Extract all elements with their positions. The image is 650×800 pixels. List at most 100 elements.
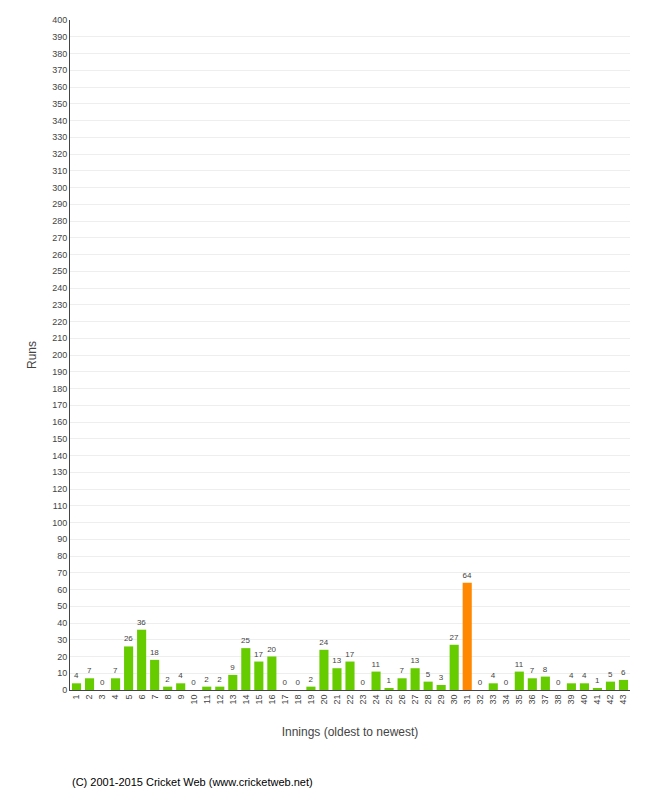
- svg-text:2: 2: [217, 675, 222, 684]
- svg-text:240: 240: [52, 283, 67, 293]
- svg-text:7: 7: [113, 666, 118, 675]
- svg-text:170: 170: [52, 400, 67, 410]
- svg-text:160: 160: [52, 417, 67, 427]
- svg-text:100: 100: [52, 518, 67, 528]
- svg-text:2: 2: [165, 675, 170, 684]
- svg-text:5: 5: [608, 670, 613, 679]
- svg-text:20: 20: [319, 695, 329, 705]
- svg-text:30: 30: [449, 695, 459, 705]
- svg-text:0: 0: [100, 678, 105, 687]
- svg-text:200: 200: [52, 350, 67, 360]
- svg-text:2: 2: [84, 695, 94, 700]
- svg-text:13: 13: [332, 656, 341, 665]
- svg-text:17: 17: [345, 650, 354, 659]
- svg-text:21: 21: [332, 695, 342, 705]
- svg-text:34: 34: [501, 695, 511, 705]
- svg-text:11: 11: [515, 660, 524, 669]
- svg-text:280: 280: [52, 216, 67, 226]
- svg-text:4: 4: [582, 671, 587, 680]
- svg-text:24: 24: [371, 695, 381, 705]
- svg-text:1: 1: [387, 676, 392, 685]
- svg-text:0: 0: [191, 678, 196, 687]
- svg-text:330: 330: [52, 132, 67, 142]
- svg-text:(C) 2001-2015 Cricket Web (www: (C) 2001-2015 Cricket Web (www.cricketwe…: [72, 776, 313, 788]
- svg-text:12: 12: [215, 695, 225, 705]
- svg-text:4: 4: [178, 671, 183, 680]
- svg-text:10: 10: [189, 695, 199, 705]
- svg-text:370: 370: [52, 65, 67, 75]
- svg-text:0: 0: [295, 678, 300, 687]
- svg-text:360: 360: [52, 82, 67, 92]
- svg-text:13: 13: [410, 656, 419, 665]
- svg-text:6: 6: [137, 695, 147, 700]
- svg-text:80: 80: [57, 551, 67, 561]
- svg-text:150: 150: [52, 434, 67, 444]
- svg-text:4: 4: [111, 695, 121, 700]
- svg-text:1: 1: [595, 676, 600, 685]
- svg-text:9: 9: [230, 663, 235, 672]
- svg-text:7: 7: [530, 666, 535, 675]
- svg-text:36: 36: [527, 695, 537, 705]
- svg-text:320: 320: [52, 149, 67, 159]
- svg-text:140: 140: [52, 451, 67, 461]
- svg-text:290: 290: [52, 199, 67, 209]
- svg-text:18: 18: [150, 648, 159, 657]
- svg-text:180: 180: [52, 384, 67, 394]
- svg-text:260: 260: [52, 250, 67, 260]
- svg-text:2: 2: [308, 675, 313, 684]
- svg-text:220: 220: [52, 317, 67, 327]
- svg-text:17: 17: [280, 695, 290, 705]
- svg-text:5: 5: [124, 695, 134, 700]
- svg-text:4: 4: [569, 671, 574, 680]
- svg-text:50: 50: [57, 601, 67, 611]
- svg-text:26: 26: [397, 695, 407, 705]
- svg-text:36: 36: [137, 618, 146, 627]
- svg-text:210: 210: [52, 333, 67, 343]
- svg-text:0: 0: [62, 685, 67, 695]
- svg-text:9: 9: [176, 695, 186, 700]
- svg-text:90: 90: [57, 534, 67, 544]
- svg-text:25: 25: [384, 695, 394, 705]
- svg-text:10: 10: [57, 668, 67, 678]
- svg-text:7: 7: [87, 666, 92, 675]
- svg-text:0: 0: [556, 678, 561, 687]
- svg-text:110: 110: [53, 501, 67, 511]
- svg-text:37: 37: [540, 695, 550, 705]
- svg-text:7: 7: [150, 695, 160, 700]
- svg-text:38: 38: [553, 695, 563, 705]
- svg-text:230: 230: [52, 300, 67, 310]
- svg-text:7: 7: [400, 666, 405, 675]
- svg-text:0: 0: [504, 678, 509, 687]
- svg-text:16: 16: [267, 695, 277, 705]
- svg-text:4: 4: [491, 671, 496, 680]
- svg-text:4: 4: [74, 671, 79, 680]
- svg-text:250: 250: [52, 266, 67, 276]
- svg-text:28: 28: [423, 695, 433, 705]
- svg-text:0: 0: [478, 678, 483, 687]
- svg-text:380: 380: [52, 49, 67, 59]
- svg-text:0: 0: [361, 678, 366, 687]
- svg-text:11: 11: [202, 695, 212, 704]
- svg-text:310: 310: [52, 166, 67, 176]
- svg-text:60: 60: [57, 585, 67, 595]
- svg-text:40: 40: [579, 695, 589, 705]
- svg-text:5: 5: [426, 670, 431, 679]
- svg-text:300: 300: [52, 183, 67, 193]
- svg-text:22: 22: [345, 695, 355, 705]
- svg-text:0: 0: [282, 678, 287, 687]
- svg-text:13: 13: [228, 695, 238, 705]
- svg-text:3: 3: [439, 673, 444, 682]
- svg-text:31: 31: [462, 695, 472, 705]
- svg-text:1: 1: [71, 695, 81, 700]
- svg-text:6: 6: [621, 668, 626, 677]
- svg-text:42: 42: [605, 695, 615, 705]
- svg-text:32: 32: [475, 695, 485, 705]
- svg-text:120: 120: [52, 484, 67, 494]
- svg-text:19: 19: [306, 695, 316, 705]
- svg-text:340: 340: [52, 116, 67, 126]
- svg-text:33: 33: [488, 695, 498, 705]
- svg-text:400: 400: [52, 15, 67, 25]
- svg-text:15: 15: [254, 695, 264, 705]
- svg-text:20: 20: [267, 645, 276, 654]
- svg-text:35: 35: [514, 695, 524, 705]
